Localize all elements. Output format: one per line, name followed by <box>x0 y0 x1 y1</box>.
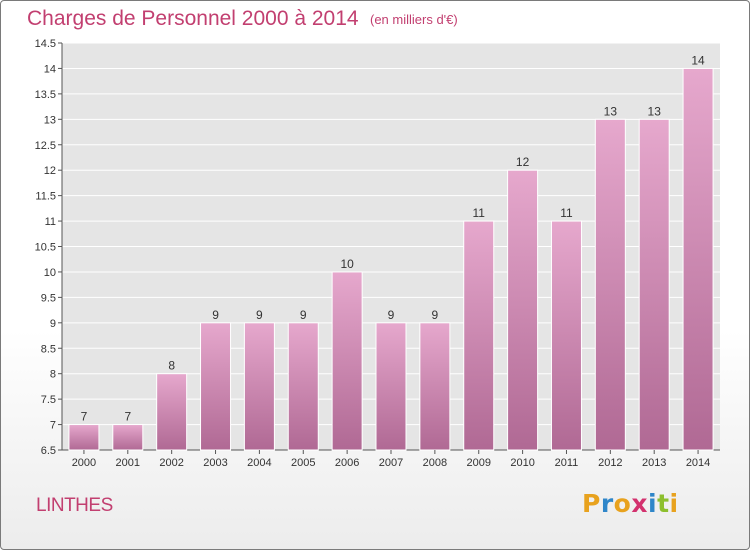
y-tick-label: 14.5 <box>35 38 56 50</box>
data-label-2010: 12 <box>516 155 530 169</box>
x-tick-label-2010: 2010 <box>510 457 534 469</box>
x-tick-label-2005: 2005 <box>291 457 315 469</box>
bars <box>68 67 714 451</box>
data-label-2005: 9 <box>300 308 307 322</box>
y-tick-label: 14 <box>44 63 56 75</box>
y-tick-label: 8 <box>50 369 56 381</box>
logo-letter: P <box>582 489 601 518</box>
y-tick-label: 11.5 <box>35 191 56 203</box>
y-tick-label: 10 <box>44 267 56 279</box>
logo-letter: t <box>657 489 670 518</box>
data-label-2000: 7 <box>81 410 88 424</box>
logo-letter: x <box>631 489 648 518</box>
chart-title: Charges de Personnel 2000 à 2014 <box>27 7 359 30</box>
proxiti-logo[interactable]: Proxiti <box>582 489 679 518</box>
x-tick-label-2004: 2004 <box>247 457 271 469</box>
y-tick-label: 13.5 <box>35 89 56 101</box>
bar-2009[interactable] <box>463 220 495 451</box>
x-tick-label-2013: 2013 <box>642 457 666 469</box>
y-axis-ticks: 6.5 7 7.5 8 8.5 9 9.5 10 10.5 11 11.5 12 12.5 13 13.5 1… <box>35 38 62 457</box>
bar-2003[interactable] <box>200 322 232 451</box>
logo-letter: i <box>669 489 679 518</box>
commune-name: LINTHES <box>36 495 113 516</box>
y-tick-label: 7 <box>50 420 56 432</box>
y-tick-label: 13 <box>44 114 56 126</box>
bar-2008[interactable] <box>419 322 451 451</box>
bar-2007[interactable] <box>375 322 407 451</box>
y-tick-label: 8.5 <box>41 343 56 355</box>
data-label-2008: 9 <box>432 308 439 322</box>
x-tick-label-2007: 2007 <box>379 457 403 469</box>
bar-2006[interactable] <box>331 271 363 451</box>
bar-2011[interactable] <box>550 220 582 451</box>
x-axis-ticks: 2000 2001 2002 2003 2004 2005 2006 2007 2008 2009… <box>72 450 710 469</box>
x-tick-label-2000: 2000 <box>72 457 96 469</box>
data-label-2001: 7 <box>124 410 131 424</box>
y-tick-label: 6.5 <box>41 445 56 457</box>
data-label-2003: 9 <box>212 308 219 322</box>
x-tick-label-2002: 2002 <box>159 457 183 469</box>
chart-subtitle: (en milliers d'€) <box>370 12 458 27</box>
y-tick-label: 7.5 <box>41 394 56 406</box>
data-label-2009: 11 <box>472 206 485 220</box>
data-label-2014: 14 <box>691 53 705 67</box>
bar-2012[interactable] <box>594 118 626 451</box>
y-tick-label: 11 <box>45 216 56 228</box>
y-tick-label: 12 <box>44 165 56 177</box>
x-tick-label-2012: 2012 <box>598 457 622 469</box>
x-tick-label-2001: 2001 <box>116 457 140 469</box>
logo-letter: r <box>600 489 614 518</box>
x-tick-label-2006: 2006 <box>335 457 359 469</box>
logo-letter: i <box>648 489 658 518</box>
x-tick-label-2003: 2003 <box>203 457 227 469</box>
x-tick-label-2014: 2014 <box>686 457 710 469</box>
y-tick-label: 10.5 <box>35 242 56 254</box>
data-label-2004: 9 <box>256 308 263 322</box>
y-tick-label: 9.5 <box>41 292 56 304</box>
data-label-2006: 10 <box>340 257 354 271</box>
logo-letter: o <box>613 489 632 518</box>
x-tick-label-2008: 2008 <box>423 457 447 469</box>
bar-2004[interactable] <box>243 322 275 451</box>
data-label-2007: 9 <box>388 308 395 322</box>
data-label-2002: 8 <box>168 359 175 373</box>
bar-2010[interactable] <box>507 169 539 451</box>
y-tick-label: 12.5 <box>35 140 56 152</box>
data-label-2011: 11 <box>560 206 573 220</box>
data-labels: 7 7 8 9 9 9 10 9 9 11 12 11 13 13 14 <box>81 53 705 423</box>
bar-2000[interactable] <box>68 424 100 451</box>
bar-2002[interactable] <box>156 373 188 451</box>
x-tick-label-2009: 2009 <box>466 457 490 469</box>
x-tick-label-2011: 2011 <box>555 457 579 469</box>
bar-2013[interactable] <box>638 118 670 451</box>
data-label-2012: 13 <box>604 104 618 118</box>
bar-2001[interactable] <box>112 424 144 451</box>
bar-2005[interactable] <box>287 322 319 451</box>
data-label-2013: 13 <box>648 104 662 118</box>
bar-2014[interactable] <box>682 67 714 451</box>
y-tick-label: 9 <box>50 318 56 330</box>
